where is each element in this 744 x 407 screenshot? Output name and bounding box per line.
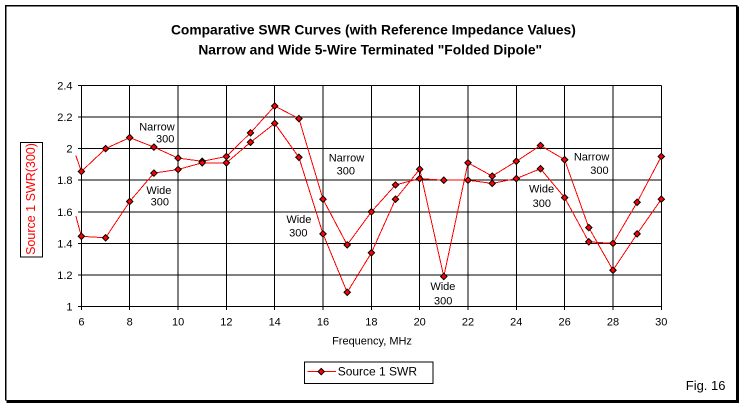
svg-text:30: 30 [655,317,667,329]
svg-text:26: 26 [558,317,570,329]
svg-text:Narrow: Narrow [574,152,610,164]
svg-text:Narrow and Wide 5-Wire Termina: Narrow and Wide 5-Wire Terminated "Folde… [198,43,542,58]
svg-text:1.8: 1.8 [57,175,72,187]
svg-text:Wide: Wide [430,281,455,293]
svg-text:Wide: Wide [146,185,171,197]
svg-text:Source 1 SWR(300): Source 1 SWR(300) [24,143,38,255]
svg-text:20: 20 [414,317,426,329]
svg-text:Frequency, MHz: Frequency, MHz [332,336,412,348]
svg-text:300: 300 [151,197,169,209]
svg-text:12: 12 [220,317,232,329]
svg-text:14: 14 [269,317,281,329]
svg-text:Wide: Wide [286,214,311,226]
svg-text:300: 300 [337,166,355,178]
svg-text:Narrow: Narrow [139,122,175,134]
svg-text:Fig. 16: Fig. 16 [686,378,726,393]
svg-text:300: 300 [156,134,174,146]
svg-text:1.4: 1.4 [57,238,72,250]
svg-text:22: 22 [462,317,474,329]
svg-text:18: 18 [365,317,377,329]
svg-text:10: 10 [172,317,184,329]
svg-text:300: 300 [434,296,452,308]
svg-text:1.6: 1.6 [57,207,72,219]
svg-text:28: 28 [607,317,619,329]
svg-text:300: 300 [289,227,307,239]
svg-text:Wide: Wide [529,184,554,196]
svg-text:2.4: 2.4 [57,81,72,93]
svg-text:Comparative SWR Curves (with R: Comparative SWR Curves (with Reference I… [171,23,576,38]
svg-text:Source 1 SWR: Source 1 SWR [338,365,418,379]
svg-text:1.2: 1.2 [57,270,72,282]
svg-text:Narrow: Narrow [329,153,365,165]
svg-text:8: 8 [127,317,133,329]
svg-text:24: 24 [510,317,522,329]
svg-text:6: 6 [78,317,84,329]
svg-text:16: 16 [317,317,329,329]
svg-text:2: 2 [66,144,72,156]
svg-text:1: 1 [66,302,72,314]
svg-text:2.2: 2.2 [57,112,72,124]
svg-text:300: 300 [590,165,608,177]
svg-text:300: 300 [533,198,551,210]
